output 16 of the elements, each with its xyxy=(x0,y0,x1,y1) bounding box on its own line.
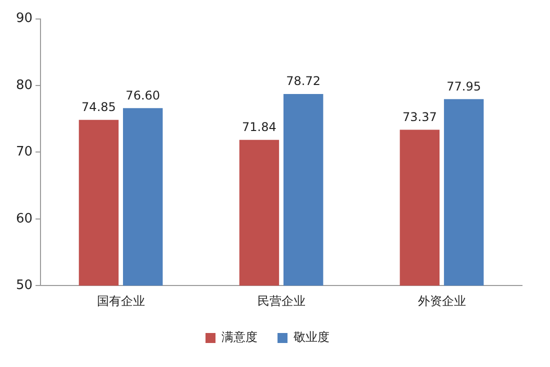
y-tick-label: 90 xyxy=(16,11,33,26)
y-tick-label: 70 xyxy=(16,144,33,160)
data-label: 71.84 xyxy=(242,120,276,134)
legend-label: 敬业度 xyxy=(294,330,330,344)
data-label: 73.37 xyxy=(402,110,437,124)
data-label: 78.72 xyxy=(286,74,321,88)
x-tick-label: 外资企业 xyxy=(418,294,466,308)
y-tick-label: 60 xyxy=(16,211,33,226)
y-tick-label: 80 xyxy=(16,78,33,93)
data-label: 76.60 xyxy=(126,88,160,102)
x-tick-label: 国有企业 xyxy=(96,294,145,308)
y-tick-label: 50 xyxy=(16,278,33,293)
data-label: 77.95 xyxy=(446,79,482,94)
x-tick-label: 民营企业 xyxy=(257,294,306,308)
legend-label: 满意度 xyxy=(222,330,258,344)
data-label: 74.85 xyxy=(82,100,116,114)
